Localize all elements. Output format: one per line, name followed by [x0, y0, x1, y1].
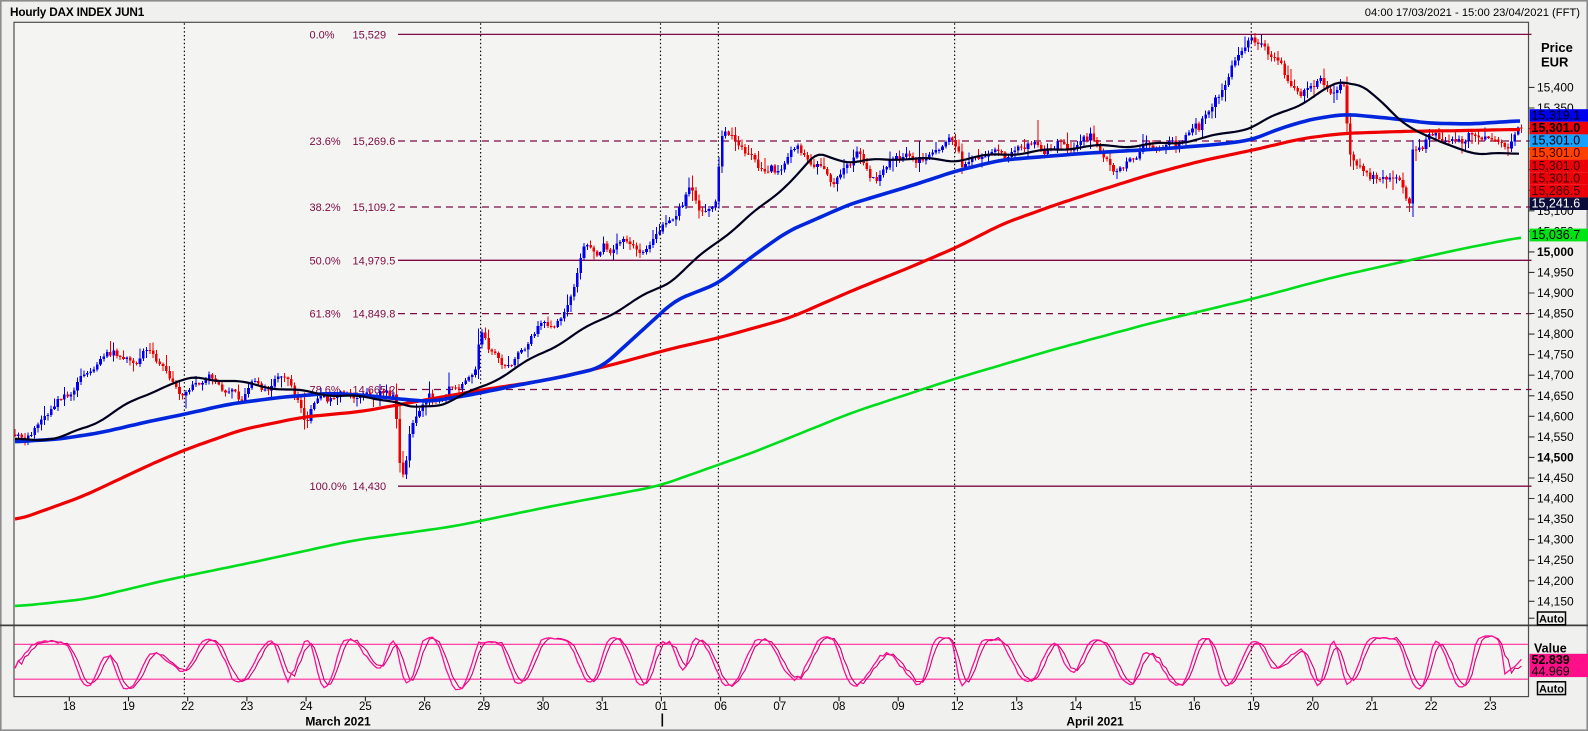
svg-text:15,241.6: 15,241.6 [1532, 197, 1581, 211]
svg-text:15,301.0: 15,301.0 [1532, 146, 1581, 160]
svg-text:24: 24 [300, 701, 313, 713]
svg-text:14,849.8: 14,849.8 [353, 309, 396, 321]
svg-text:EUR: EUR [1541, 55, 1569, 70]
svg-text:08: 08 [833, 701, 846, 713]
svg-text:22: 22 [181, 701, 194, 713]
svg-text:14,850: 14,850 [1537, 307, 1574, 321]
svg-text:15,529: 15,529 [353, 29, 387, 41]
svg-text:14,979.5: 14,979.5 [353, 255, 396, 267]
svg-text:14,400: 14,400 [1537, 492, 1574, 506]
svg-text:13: 13 [1010, 701, 1023, 713]
svg-text:18: 18 [63, 701, 76, 713]
svg-text:19: 19 [122, 701, 135, 713]
svg-text:30: 30 [537, 701, 550, 713]
svg-text:15,301.0: 15,301.0 [1532, 159, 1581, 173]
svg-text:31: 31 [596, 701, 609, 713]
svg-text:14,450: 14,450 [1537, 471, 1574, 485]
svg-text:14,150: 14,150 [1537, 594, 1574, 608]
svg-text:15,109.2: 15,109.2 [353, 202, 396, 214]
svg-text:14,200: 14,200 [1537, 574, 1574, 588]
svg-text:14,250: 14,250 [1537, 553, 1574, 567]
svg-text:15,301.0: 15,301.0 [1532, 171, 1581, 185]
svg-text:15,301.0: 15,301.0 [1532, 134, 1581, 148]
svg-text:15,286.5: 15,286.5 [1532, 184, 1581, 198]
svg-text:Auto: Auto [1539, 683, 1564, 695]
svg-text:20: 20 [1306, 701, 1319, 713]
svg-text:50.0%: 50.0% [310, 255, 341, 267]
svg-text:22: 22 [1425, 701, 1438, 713]
svg-text:23: 23 [241, 701, 254, 713]
svg-text:38.2%: 38.2% [310, 202, 341, 214]
svg-text:14,900: 14,900 [1537, 286, 1574, 300]
svg-text:15,319.1: 15,319.1 [1532, 108, 1581, 122]
svg-text:19: 19 [1247, 701, 1260, 713]
svg-text:15,036.7: 15,036.7 [1532, 228, 1581, 242]
svg-text:14,700: 14,700 [1537, 368, 1574, 382]
svg-text:14,650: 14,650 [1537, 389, 1574, 403]
svg-text:Hourly DAX INDEX JUN1: Hourly DAX INDEX JUN1 [10, 5, 145, 19]
svg-text:15,400: 15,400 [1537, 80, 1574, 94]
svg-text:14,600: 14,600 [1537, 409, 1574, 423]
svg-text:15,000: 15,000 [1537, 245, 1574, 259]
svg-text:14,800: 14,800 [1537, 327, 1574, 341]
svg-text:15,269.6: 15,269.6 [353, 136, 396, 148]
svg-text:0.0%: 0.0% [310, 29, 335, 41]
svg-text:16: 16 [1188, 701, 1201, 713]
svg-text:April 2021: April 2021 [1066, 715, 1124, 729]
svg-text:14,550: 14,550 [1537, 430, 1574, 444]
svg-text:14: 14 [1070, 701, 1083, 713]
svg-text:March 2021: March 2021 [305, 715, 371, 729]
svg-text:14,300: 14,300 [1537, 533, 1574, 547]
svg-text:25: 25 [359, 701, 372, 713]
svg-text:15,301.0: 15,301.0 [1532, 121, 1581, 135]
svg-text:14,750: 14,750 [1537, 348, 1574, 362]
svg-text:52.839: 52.839 [1532, 653, 1570, 667]
svg-text:61.8%: 61.8% [310, 309, 341, 321]
svg-text:09: 09 [892, 701, 905, 713]
svg-text:29: 29 [477, 701, 490, 713]
svg-text:100.0%: 100.0% [310, 481, 348, 493]
svg-text:06: 06 [714, 701, 727, 713]
svg-text:04:00 17/03/2021 - 15:00 23/04: 04:00 17/03/2021 - 15:00 23/04/2021 (FFT… [1365, 7, 1580, 19]
svg-text:23.6%: 23.6% [310, 136, 341, 148]
svg-text:23: 23 [1484, 701, 1497, 713]
svg-text:01: 01 [655, 701, 668, 713]
svg-text:14,500: 14,500 [1537, 450, 1574, 464]
svg-text:14,950: 14,950 [1537, 265, 1574, 279]
svg-text:14,350: 14,350 [1537, 512, 1574, 526]
svg-text:44.969: 44.969 [1532, 664, 1570, 678]
svg-text:Auto: Auto [1539, 614, 1564, 626]
svg-text:21: 21 [1366, 701, 1379, 713]
svg-text:07: 07 [773, 701, 786, 713]
svg-text:14,430: 14,430 [353, 481, 387, 493]
svg-text:12: 12 [951, 701, 964, 713]
svg-text:Value: Value [1534, 642, 1567, 656]
svg-text:Price: Price [1541, 40, 1573, 55]
svg-text:15: 15 [1129, 701, 1142, 713]
svg-text:26: 26 [418, 701, 431, 713]
